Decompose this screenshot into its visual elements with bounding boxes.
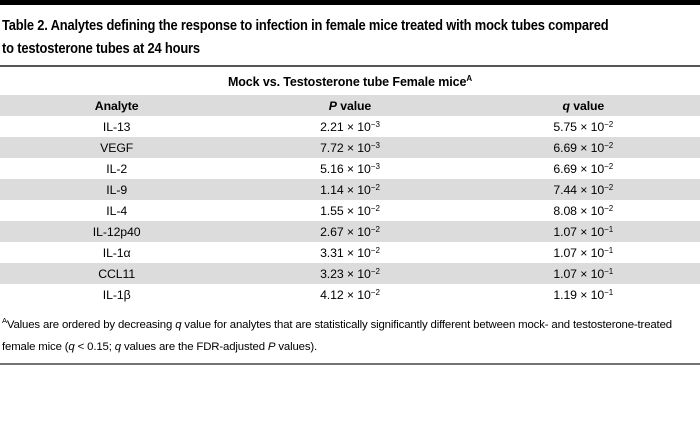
q-value-cell: 1.07 × 10−1	[553, 245, 614, 261]
table-row: IL-1α 3.31 × 10−2 1.07 × 10−1	[0, 242, 700, 263]
q-symbol: q	[562, 98, 570, 113]
p-value-cell: 4.12 × 10−2	[320, 287, 380, 303]
table-row: CCL11 3.23 × 10−2 1.07 × 10−1	[0, 263, 700, 285]
exponent: −2	[370, 245, 380, 255]
exponent: −3	[370, 161, 380, 171]
exponent: −1	[604, 287, 614, 297]
p-value-column-header: P value	[233, 95, 467, 117]
analyte-cell: IL-2	[106, 161, 128, 176]
analyte-table: Analyte P value q value IL-13 2.21 × 10−3…	[0, 95, 700, 305]
exponent: −2	[604, 203, 614, 213]
table-row: IL-12p40 2.67 × 10−2 1.07 × 10−1	[0, 221, 700, 243]
exponent: −2	[370, 287, 380, 297]
exponent: −2	[370, 266, 380, 276]
table-row: IL-4 1.55 × 10−2 8.08 × 10−2	[0, 200, 700, 221]
exponent: −1	[604, 224, 614, 234]
p-value-cell: 1.55 × 10−2	[320, 203, 380, 219]
table-body: IL-13 2.21 × 10−3 5.75 × 10−2 VEGF 7.72 × 10…	[0, 116, 700, 305]
analyte-cell: IL-4	[106, 203, 128, 218]
exponent: −2	[370, 203, 380, 213]
q-value-cell: 1.07 × 10−1	[466, 221, 700, 243]
q-value-cell: 7.44 × 10−2	[466, 179, 700, 201]
table-title-line1: Table 2. Analytes defining the response …	[2, 17, 609, 34]
q-value-cell: 5.75 × 10−2	[553, 119, 614, 135]
footnote: AValues are ordered by decreasing q valu…	[2, 310, 699, 358]
q-value-cell: 8.08 × 10−2	[553, 203, 614, 219]
table-title-line2: to testosterone tubes at 24 hours	[2, 40, 200, 57]
q-value-cell: 1.19 × 10−1	[553, 287, 614, 303]
q-value-column-header: q value	[466, 95, 700, 117]
exponent: −1	[604, 266, 614, 276]
p-value-cell: 2.67 × 10−2	[233, 221, 467, 243]
table-row: IL-1β 4.12 × 10−2 1.19 × 10−1	[0, 284, 700, 305]
analyte-cell: IL-1β	[102, 287, 131, 302]
title-divider-rule	[0, 65, 700, 67]
exponent: −2	[604, 161, 614, 171]
top-rule	[0, 0, 700, 5]
p-value-cell: 7.72 × 10−3	[233, 137, 467, 159]
p-rest: value	[336, 98, 372, 113]
p-value-cell: 3.31 × 10−2	[320, 245, 380, 261]
p-symbol: P	[328, 98, 337, 113]
table-title: Table 2. Analytes defining the response …	[2, 14, 609, 60]
p-value-cell: 3.23 × 10−2	[233, 263, 467, 285]
table-header: Analyte P value q value	[0, 95, 700, 117]
subtitle-text: Mock vs. Testosterone tube Female mice	[227, 75, 467, 90]
exponent: −2	[604, 140, 614, 150]
table-row: IL-9 1.14 × 10−2 7.44 × 10−2	[0, 179, 700, 201]
exponent: −2	[370, 224, 380, 234]
analyte-cell: IL-12p40	[0, 221, 234, 243]
footnote-text: Values are ordered by decreasing q value…	[2, 318, 672, 353]
analyte-cell: IL-1α	[102, 245, 131, 260]
q-rest: value	[569, 98, 605, 113]
q-value-cell: 6.69 × 10−2	[466, 137, 700, 159]
analyte-cell: CCL11	[0, 263, 234, 285]
p-value-cell: 1.14 × 10−2	[233, 179, 467, 201]
table-subtitle: Mock vs. Testosterone tube Female miceA	[0, 67, 700, 95]
footnote-marker: A	[2, 316, 7, 326]
analyte-column-header: Analyte	[0, 95, 234, 117]
analyte-cell: IL-9	[0, 179, 234, 201]
header-row: Analyte P value q value	[0, 95, 700, 117]
exponent: −2	[604, 119, 614, 129]
exponent: −3	[370, 140, 380, 150]
q-value-cell: 1.07 × 10−1	[466, 263, 700, 285]
analyte-cell: IL-13	[102, 119, 131, 134]
subtitle-footnote-marker: A	[466, 74, 473, 83]
table-row: IL-2 5.16 × 10−3 6.69 × 10−2	[0, 158, 700, 179]
analyte-cell: VEGF	[0, 137, 234, 159]
table-row: IL-13 2.21 × 10−3 5.75 × 10−2	[0, 116, 700, 137]
exponent: −1	[604, 245, 614, 255]
table-row: VEGF 7.72 × 10−3 6.69 × 10−2	[0, 137, 700, 159]
p-value-cell: 2.21 × 10−3	[320, 119, 380, 135]
exponent: −3	[370, 119, 380, 129]
bottom-rule	[0, 362, 700, 365]
p-value-cell: 5.16 × 10−3	[320, 161, 380, 177]
exponent: −2	[604, 182, 614, 192]
q-value-cell: 6.69 × 10−2	[553, 161, 614, 177]
exponent: −2	[370, 182, 380, 192]
